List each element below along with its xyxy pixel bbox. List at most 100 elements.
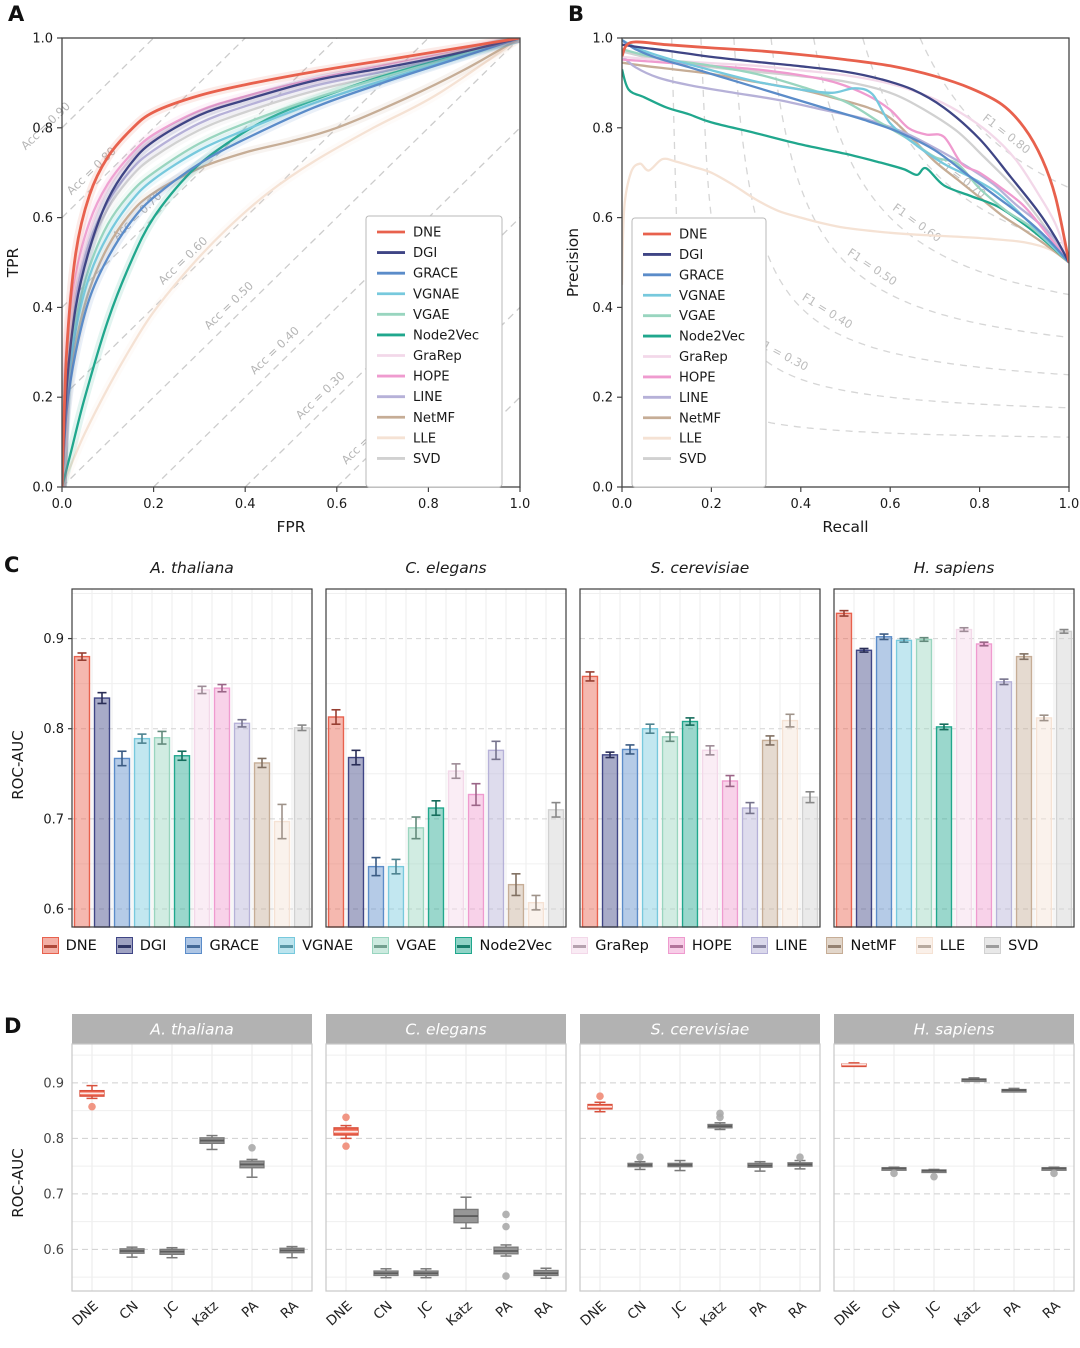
svg-text:DNE: DNE: [679, 228, 707, 243]
svg-text:F1 = 0.60: F1 = 0.60: [890, 200, 944, 245]
svg-text:Precision: Precision: [564, 228, 582, 297]
svg-text:Node2Vec: Node2Vec: [679, 330, 745, 345]
svg-text:PA: PA: [493, 1298, 517, 1321]
svg-text:1.0: 1.0: [1059, 497, 1080, 512]
svg-text:HOPE: HOPE: [413, 370, 450, 385]
svg-text:0.0: 0.0: [592, 481, 613, 496]
legend-label: SVD: [1008, 937, 1039, 954]
svg-text:JC: JC: [414, 1298, 435, 1320]
bar-subplot-1: A. thaliana 0.6 0.7 0.8 0.9: [43, 559, 313, 928]
svg-text:PA: PA: [1001, 1298, 1025, 1321]
legend-label: DGI: [139, 937, 167, 954]
svg-text:0.8: 0.8: [32, 121, 53, 136]
svg-text:0.6: 0.6: [326, 497, 347, 512]
svg-text:RA: RA: [786, 1298, 811, 1322]
svg-text:NetMF: NetMF: [679, 411, 721, 426]
legend-swatch-VGNAE: [278, 937, 296, 954]
svg-text:VGNAE: VGNAE: [679, 289, 725, 304]
box-subplot-4: H. sapiens DNE CN JC Katz PA RA: [831, 1014, 1075, 1330]
svg-text:Katz: Katz: [951, 1298, 983, 1329]
svg-text:F1 = 0.50: F1 = 0.50: [845, 245, 900, 288]
legend-label: Node2Vec: [479, 937, 553, 954]
box-subplot-1: A. thaliana 0.6 0.7 0.8 0.9 DNE CN JC Katz PA RA: [43, 1014, 313, 1330]
svg-text:GraRep: GraRep: [413, 349, 462, 364]
legend-item-GraRep: GraRep: [571, 937, 649, 954]
row-roc-pr: A Acc = 0.90 Acc = 0.80 Acc = 0.70 Acc = 0.…: [0, 0, 1080, 545]
bar-subplot-4: H. sapiens: [833, 559, 1075, 928]
legend-label: GRACE: [209, 937, 260, 954]
panel-c: C ROC-AUC A. thaliana 0.6 0.7 0.8 0.9 C. ele…: [0, 553, 1080, 998]
panel-a: A Acc = 0.90 Acc = 0.80 Acc = 0.70 Acc = 0.…: [0, 0, 540, 545]
svg-text:VGNAE: VGNAE: [413, 287, 459, 302]
svg-text:CN: CN: [878, 1298, 903, 1323]
svg-text:DNE: DNE: [413, 226, 441, 241]
svg-text:PA: PA: [239, 1298, 263, 1321]
svg-text:DNE: DNE: [69, 1298, 101, 1329]
svg-text:0.9: 0.9: [43, 1076, 64, 1091]
svg-text:JC: JC: [160, 1298, 181, 1320]
svg-text:CN: CN: [624, 1298, 649, 1323]
legend-label: GraRep: [595, 937, 649, 954]
legend-swatch-SVD: [984, 937, 1002, 954]
bars-y-axis-label: ROC-AUC: [9, 730, 27, 800]
panel-b-label: B: [568, 2, 585, 26]
svg-text:1.0: 1.0: [510, 497, 531, 512]
svg-text:CN: CN: [116, 1298, 141, 1323]
svg-text:0.8: 0.8: [969, 497, 990, 512]
legend-swatch-LLE: [915, 937, 933, 954]
legend-item-DGI: DGI: [115, 937, 167, 954]
box-subplot-row: A. thaliana 0.6 0.7 0.8 0.9 DNE CN JC Katz PA RA C…: [24, 1014, 1080, 1348]
svg-text:0.0: 0.0: [52, 497, 73, 512]
legend-label: NetMF: [850, 937, 897, 954]
svg-text:PA: PA: [747, 1298, 771, 1321]
svg-text:JC: JC: [668, 1298, 689, 1320]
svg-text:A. thaliana: A. thaliana: [149, 1021, 234, 1039]
legend-item-LLE: LLE: [915, 937, 966, 954]
svg-text:LLE: LLE: [679, 432, 702, 447]
svg-text:GRACE: GRACE: [413, 267, 458, 282]
svg-text:0.0: 0.0: [612, 497, 633, 512]
svg-text:0.8: 0.8: [43, 722, 64, 737]
svg-text:0.4: 0.4: [235, 497, 256, 512]
legend-swatch-VGAE: [372, 937, 390, 954]
bar-subplot-row: A. thaliana 0.6 0.7 0.8 0.9 C. elegans S. ce…: [24, 553, 1080, 931]
svg-text:DNE: DNE: [323, 1298, 355, 1329]
legend-item-NetMF: NetMF: [826, 937, 897, 954]
legend-item-LINE: LINE: [751, 937, 807, 954]
bar-subplot-2: C. elegans: [325, 559, 567, 928]
legend-item-HOPE: HOPE: [667, 937, 732, 954]
legend-swatch-DNE: [41, 937, 59, 954]
svg-text:LINE: LINE: [679, 391, 708, 406]
legend-swatch-GRACE: [185, 937, 203, 954]
legend-item-GRACE: GRACE: [185, 937, 259, 954]
svg-text:Acc = 0.30: Acc = 0.30: [293, 368, 348, 422]
legend-label: LLE: [939, 937, 966, 954]
svg-text:LLE: LLE: [413, 431, 436, 446]
legend-swatch-GraRep: [571, 937, 589, 954]
svg-text:0.8: 0.8: [43, 1132, 64, 1147]
svg-text:H. sapiens: H. sapiens: [914, 559, 995, 577]
svg-text:FPR: FPR: [276, 518, 305, 536]
svg-text:DGI: DGI: [413, 246, 437, 261]
svg-text:S. cerevisiae: S. cerevisiae: [651, 1021, 750, 1039]
svg-text:1.0: 1.0: [32, 32, 53, 47]
legend-item-VGAE: VGAE: [372, 937, 436, 954]
svg-text:A. thaliana: A. thaliana: [149, 559, 234, 577]
legend-swatch-DGI: [115, 937, 133, 954]
svg-text:0.8: 0.8: [592, 121, 613, 136]
svg-text:Recall: Recall: [822, 518, 868, 536]
svg-text:VGAE: VGAE: [679, 309, 716, 324]
legend-label: VGAE: [396, 937, 437, 954]
svg-text:0.0: 0.0: [32, 481, 53, 496]
legend-swatch-Node2Vec: [455, 937, 473, 954]
svg-text:0.4: 0.4: [592, 301, 613, 316]
panel-d: D ROC-AUC A. thaliana 0.6 0.7 0.8 0.9 DNE CN JC…: [0, 1014, 1080, 1348]
svg-text:GRACE: GRACE: [679, 268, 724, 283]
panel-b: B F1 = 0.80 F1 = 0.70 F1 = 0.60 F1 = 0.50 F1…: [540, 0, 1080, 545]
svg-text:1.0: 1.0: [592, 32, 613, 47]
svg-text:0.4: 0.4: [790, 497, 811, 512]
svg-text:F1 = 0.40: F1 = 0.40: [800, 290, 855, 332]
